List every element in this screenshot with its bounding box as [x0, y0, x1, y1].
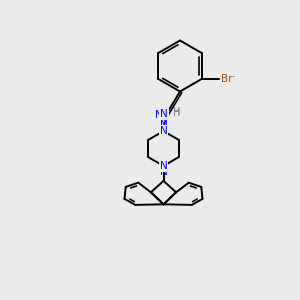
Text: Br: Br — [221, 74, 232, 84]
Text: N: N — [160, 161, 167, 171]
Text: N: N — [160, 120, 167, 130]
Text: Br: Br — [223, 74, 235, 84]
Text: N: N — [160, 167, 167, 177]
Text: H: H — [173, 107, 181, 117]
Text: N: N — [160, 126, 167, 136]
Text: N: N — [160, 109, 168, 119]
Text: H: H — [173, 107, 181, 118]
Text: N: N — [155, 110, 163, 120]
